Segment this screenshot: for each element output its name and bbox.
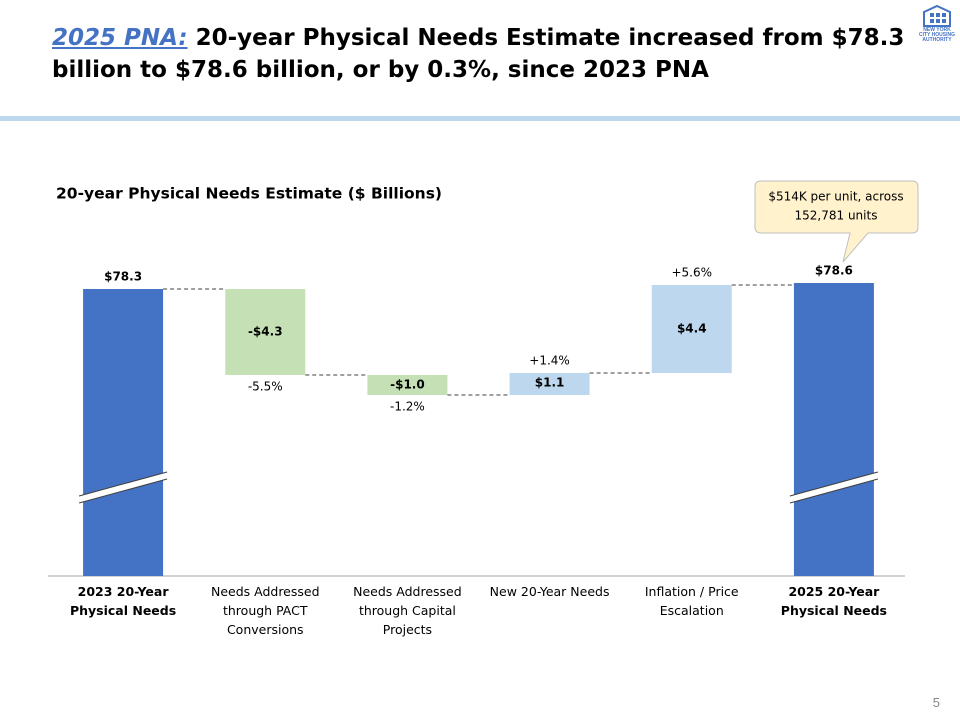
axis-break-edge bbox=[78, 471, 168, 497]
bar bbox=[651, 285, 732, 373]
bar bbox=[509, 373, 590, 395]
logo-text: NEW YORK CITY HOUSING AUTHORITY bbox=[918, 27, 956, 43]
x-tick-label: 2025 20-Year Physical Needs bbox=[780, 584, 888, 618]
chart-title: 20-year Physical Needs Estimate ($ Billi… bbox=[56, 185, 442, 203]
callout-text: $514K per unit, across bbox=[768, 190, 903, 204]
x-tick-label: 2023 20-Year Physical Needs bbox=[69, 584, 177, 618]
bar bbox=[367, 375, 448, 395]
callout-text: 152,781 units bbox=[795, 209, 878, 223]
x-tick-label: Inflation / Price Escalation bbox=[644, 584, 739, 618]
slide-title: 2025 PNA: 20-year Physical Needs Estimat… bbox=[52, 22, 912, 86]
bar bbox=[793, 283, 874, 576]
title-lead: 2025 PNA: bbox=[52, 25, 188, 51]
pct-label: +1.4% bbox=[529, 354, 570, 368]
value-label: $78.6 bbox=[815, 264, 853, 278]
axis-break-edge bbox=[78, 478, 168, 504]
logo-icon bbox=[923, 4, 951, 27]
x-tick-label: New 20-Year Needs bbox=[489, 584, 610, 599]
pct-label: -5.5% bbox=[248, 380, 283, 394]
title-text: 20-year Physical Needs Estimate increase… bbox=[52, 25, 905, 83]
value-label: $1.1 bbox=[535, 376, 565, 390]
axis-break-edge bbox=[789, 471, 879, 497]
page-number: 5 bbox=[932, 695, 940, 710]
axis-break-edge bbox=[789, 478, 879, 504]
pct-label: -1.2% bbox=[390, 400, 425, 414]
logo: NEW YORK CITY HOUSING AUTHORITY bbox=[918, 4, 956, 43]
pct-label: +5.6% bbox=[671, 266, 712, 280]
title-rule bbox=[0, 116, 960, 121]
bar bbox=[225, 289, 306, 375]
x-tick-label: Needs Addressed through PACT Conversions bbox=[210, 584, 320, 637]
value-label: $78.3 bbox=[104, 270, 142, 284]
bar bbox=[83, 289, 164, 576]
value-label: -$1.0 bbox=[390, 378, 425, 392]
axis-break bbox=[789, 472, 878, 503]
x-tick-label: Needs Addressed through Capital Projects bbox=[353, 584, 462, 637]
axis-break bbox=[79, 472, 168, 503]
value-label: $4.4 bbox=[677, 322, 707, 336]
callout-box bbox=[754, 180, 919, 263]
value-label: -$4.3 bbox=[248, 325, 283, 339]
